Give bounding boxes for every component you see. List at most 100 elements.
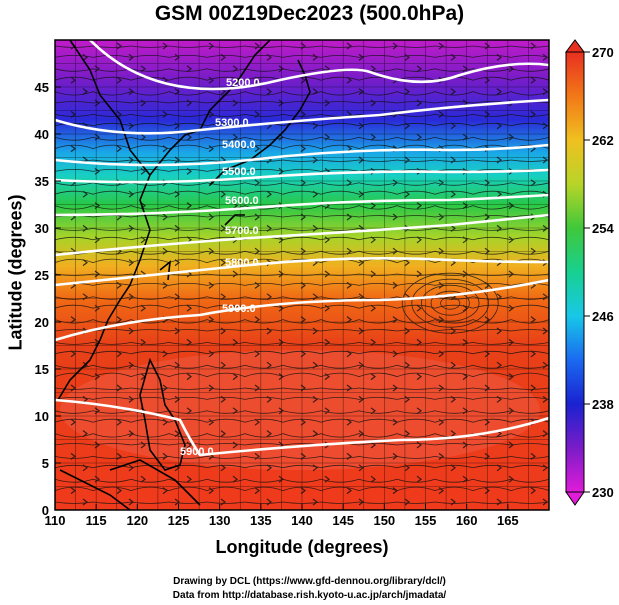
streamline	[55, 464, 549, 469]
wind-arrow	[530, 487, 536, 495]
wind-arrow	[312, 224, 318, 232]
wind-arrow	[508, 65, 514, 73]
contour-label: 5300.0	[215, 117, 249, 129]
streamline	[55, 433, 549, 438]
wind-arrow	[416, 441, 422, 449]
wind-arrow	[404, 53, 410, 61]
wind-arrow	[508, 270, 514, 278]
wind-arrow	[208, 281, 214, 289]
wind-arrow	[392, 316, 398, 324]
wind-arrow	[346, 384, 352, 392]
wind-arrow	[324, 407, 330, 415]
wind-arrow	[266, 293, 272, 301]
wind-arrow	[128, 464, 134, 472]
wind-arrow	[462, 441, 468, 449]
wind-arrow	[186, 338, 192, 346]
wind-arrow	[530, 316, 536, 324]
wind-arrow	[496, 88, 502, 96]
wind-arrow	[530, 384, 536, 392]
wind-arrow	[324, 133, 330, 141]
wind-arrow	[174, 88, 180, 96]
wind-arrow	[324, 338, 330, 346]
wind-arrow	[416, 65, 422, 73]
wind-arrow	[94, 167, 100, 175]
wind-arrow	[404, 259, 410, 267]
wind-arrow	[278, 270, 284, 278]
wind-arrow	[346, 179, 352, 187]
wind-arrow	[346, 316, 352, 324]
wind-arrow	[162, 350, 168, 358]
y-tick-label: 30	[35, 221, 49, 236]
wind-arrow	[462, 338, 468, 346]
wind-arrow	[370, 236, 376, 244]
y-tick-label: 20	[35, 315, 49, 330]
wind-arrow	[542, 53, 548, 61]
wind-arrow	[358, 53, 364, 61]
wind-arrow	[450, 156, 456, 164]
streamline	[55, 91, 549, 96]
y-tick-label: 15	[35, 362, 49, 377]
wind-arrow	[346, 42, 352, 50]
colorbar-tick-label: 254	[592, 221, 614, 236]
wind-arrow	[484, 213, 490, 221]
wind-arrow	[370, 338, 376, 346]
wind-arrow	[404, 361, 410, 369]
contour-labels: 5200.0 5300.0 5400.0 5500.0 5600.0 5700.…	[180, 77, 260, 458]
streamline	[55, 45, 549, 48]
wind-arrow	[312, 122, 318, 130]
wind-arrow	[232, 475, 238, 483]
wind-arrow	[232, 167, 238, 175]
wind-arrow	[186, 304, 192, 312]
wind-arrow	[70, 145, 76, 153]
wind-arrow	[128, 498, 134, 506]
wind-arrow	[542, 293, 548, 301]
wind-arrow	[542, 498, 548, 506]
colorbar-tick-label: 270	[592, 45, 614, 60]
wind-arrow	[462, 65, 468, 73]
wind-arrow	[220, 361, 226, 369]
wind-arrow	[140, 133, 146, 141]
credit-drawing: Drawing by DCL (https://www.gfd-dennou.o…	[173, 576, 446, 587]
wind-arrow	[82, 293, 88, 301]
wind-arrow	[325, 509, 326, 510]
wind-arrow	[416, 304, 422, 312]
wind-arrow	[232, 338, 238, 346]
wind-arrow	[358, 156, 364, 164]
temperature-colorbar: 270 262 254 246 238 230	[565, 39, 614, 506]
wind-arrow	[116, 350, 122, 358]
streamline	[55, 215, 549, 218]
wind-arrow	[174, 259, 180, 267]
wind-arrow	[82, 361, 88, 369]
contour-label: 5400.0	[222, 139, 256, 151]
wind-arrow	[484, 487, 490, 495]
cyclone-swirl	[440, 296, 461, 310]
y-tick-label: 0	[42, 503, 49, 518]
y-tick-label: 45	[35, 80, 49, 95]
cyclone-swirl	[411, 278, 490, 328]
wind-arrow	[530, 76, 536, 84]
wind-arrow	[416, 475, 422, 483]
wind-arrow	[438, 452, 444, 460]
wind-arrow	[370, 475, 376, 483]
wind-arrow	[266, 224, 272, 232]
wind-arrow	[462, 475, 468, 483]
wind-arrow	[370, 407, 376, 415]
wind-arrow	[392, 418, 398, 426]
wind-arrow	[312, 395, 318, 403]
wind-arrow	[530, 247, 536, 255]
wind-arrow	[450, 430, 456, 438]
wind-arrow	[162, 281, 168, 289]
streamline	[55, 190, 549, 195]
wind-arrow	[232, 65, 238, 73]
wind-arrow	[392, 384, 398, 392]
wind-arrow	[300, 316, 306, 324]
wind-arrow	[232, 407, 238, 415]
wind-arrow	[278, 65, 284, 73]
wind-arrow	[162, 42, 168, 50]
streamline	[55, 55, 549, 58]
wind-arrow	[484, 76, 490, 84]
wind-arrow	[508, 304, 514, 312]
wind-arrow	[450, 88, 456, 96]
y-tick-label: 5	[42, 456, 49, 471]
y-axis-ticks: 0 5 10 15 20 25 30 35 40 45	[35, 80, 61, 518]
